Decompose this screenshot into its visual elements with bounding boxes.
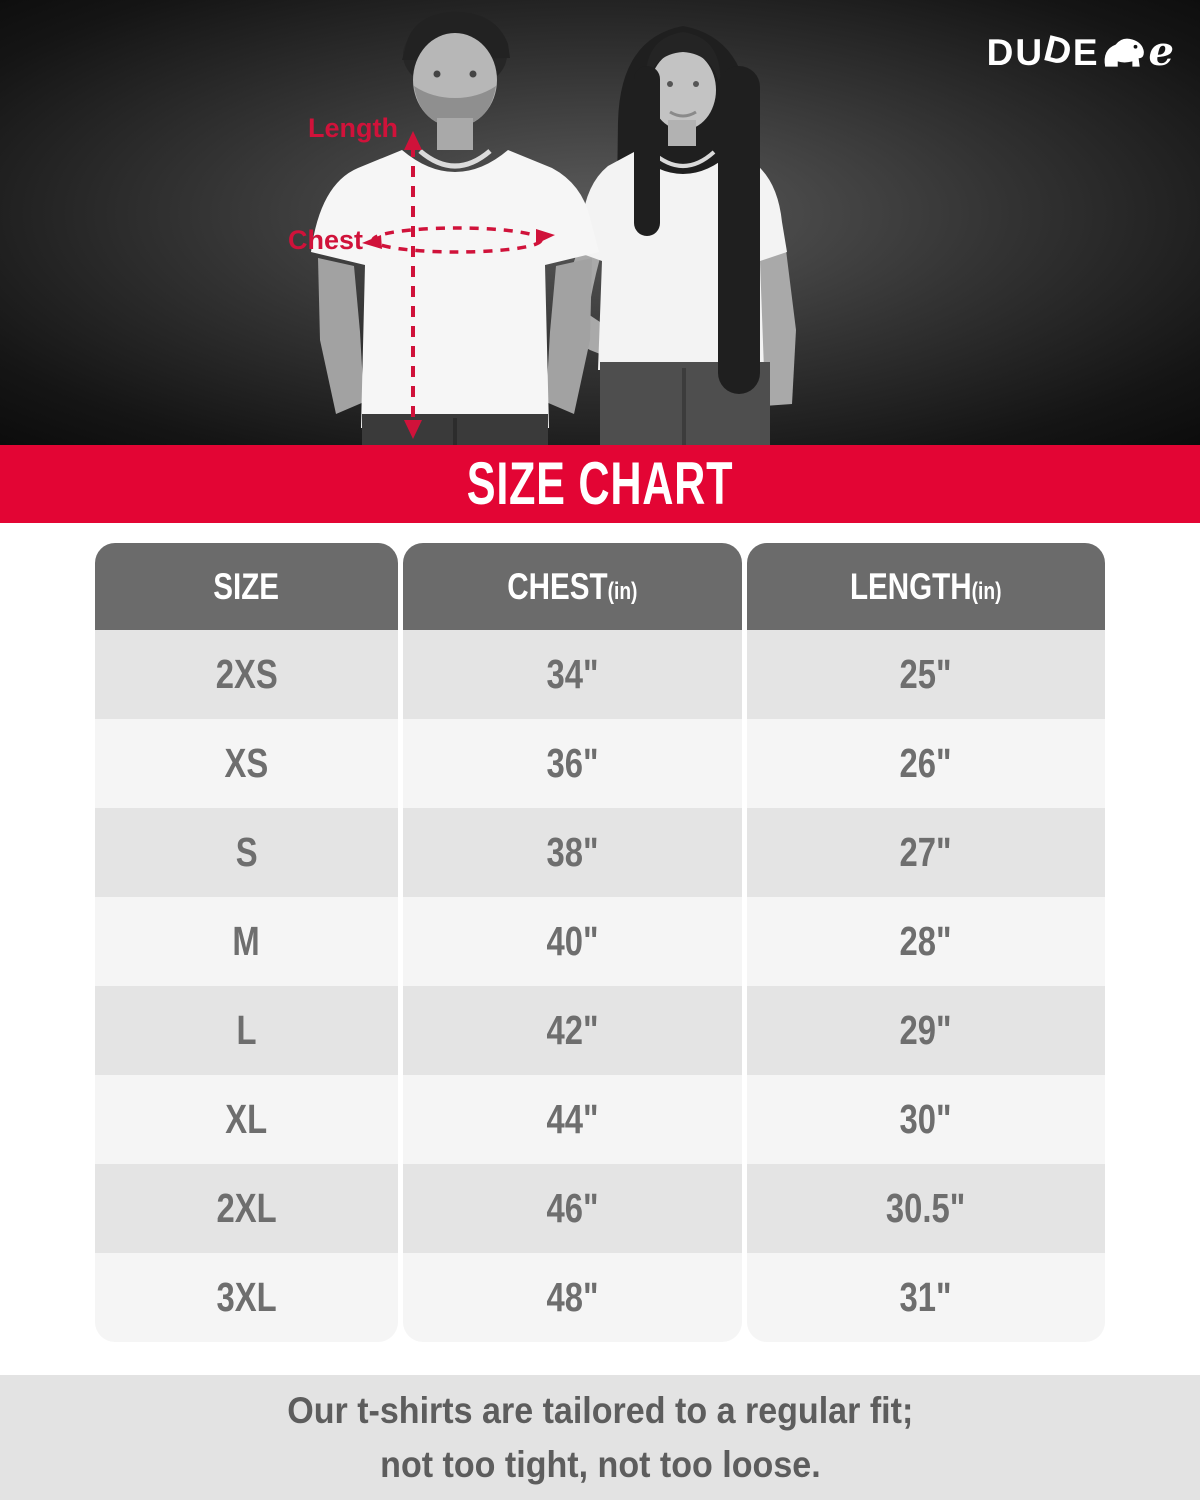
column-header-size: SIZE xyxy=(95,543,398,630)
chest-label: Chest xyxy=(288,225,363,255)
logo-suffix: e xyxy=(1148,28,1174,75)
header-label: LENGTH xyxy=(850,565,972,607)
length-arrow xyxy=(404,131,422,439)
size-chart-banner: SIZE CHART xyxy=(0,445,1200,523)
table-cell-size: 2XL xyxy=(95,1164,398,1253)
table-cell-length: 30" xyxy=(746,1075,1105,1164)
hero-photo: Length Chest D U D E e xyxy=(0,0,1200,445)
table-cell-chest: 48" xyxy=(402,1253,742,1342)
table-cell-length: 28" xyxy=(746,897,1105,986)
table-cell-size: M xyxy=(95,897,398,986)
header-label: SIZE xyxy=(213,565,280,607)
table-cell-length: 27" xyxy=(746,808,1105,897)
logo-letter: U xyxy=(1015,31,1044,73)
logo-letter: D xyxy=(1040,26,1077,74)
table-cell-size: 2XS xyxy=(95,630,398,719)
size-table: SIZE CHEST(in) LENGTH(in) 2XS 34" 25" XS… xyxy=(95,543,1105,1342)
table-cell-length: 25" xyxy=(746,630,1105,719)
table-cell-length: 29" xyxy=(746,986,1105,1075)
table-cell-size: 3XL xyxy=(95,1253,398,1342)
header-unit: (in) xyxy=(971,577,1002,605)
table-cell-size: L xyxy=(95,986,398,1075)
logo-letter: E xyxy=(1072,31,1099,73)
banner-title: SIZE CHART xyxy=(466,450,734,517)
fit-note-line1: Our t-shirts are tailored to a regular f… xyxy=(286,1389,914,1431)
column-header-length: LENGTH(in) xyxy=(746,543,1105,630)
elephant-icon xyxy=(1104,38,1144,67)
table-cell-size: XS xyxy=(95,719,398,808)
woman-figure xyxy=(559,26,796,445)
length-label: Length xyxy=(308,113,398,143)
table-cell-chest: 44" xyxy=(402,1075,742,1164)
table-cell-length: 30.5" xyxy=(746,1164,1105,1253)
fit-note-line2: not too tight, not too loose. xyxy=(379,1443,821,1485)
brand-logo: D U D E e xyxy=(986,26,1174,75)
logo-letter: D xyxy=(986,31,1015,73)
table-cell-chest: 40" xyxy=(402,897,742,986)
column-header-chest: CHEST(in) xyxy=(402,543,742,630)
table-cell-chest: 34" xyxy=(402,630,742,719)
table-cell-size: XL xyxy=(95,1075,398,1164)
table-cell-chest: 36" xyxy=(402,719,742,808)
table-cell-chest: 38" xyxy=(402,808,742,897)
header-unit: (in) xyxy=(607,577,638,605)
table-cell-chest: 42" xyxy=(402,986,742,1075)
header-label: CHEST xyxy=(507,565,608,607)
couple-photo: Length Chest xyxy=(0,0,1200,445)
table-cell-chest: 46" xyxy=(402,1164,742,1253)
table-cell-size: S xyxy=(95,808,398,897)
man-figure xyxy=(311,11,599,445)
chest-ellipse xyxy=(362,226,555,254)
fit-note: Our t-shirts are tailored to a regular f… xyxy=(0,1375,1200,1500)
table-cell-length: 26" xyxy=(746,719,1105,808)
table-cell-length: 31" xyxy=(746,1253,1105,1342)
